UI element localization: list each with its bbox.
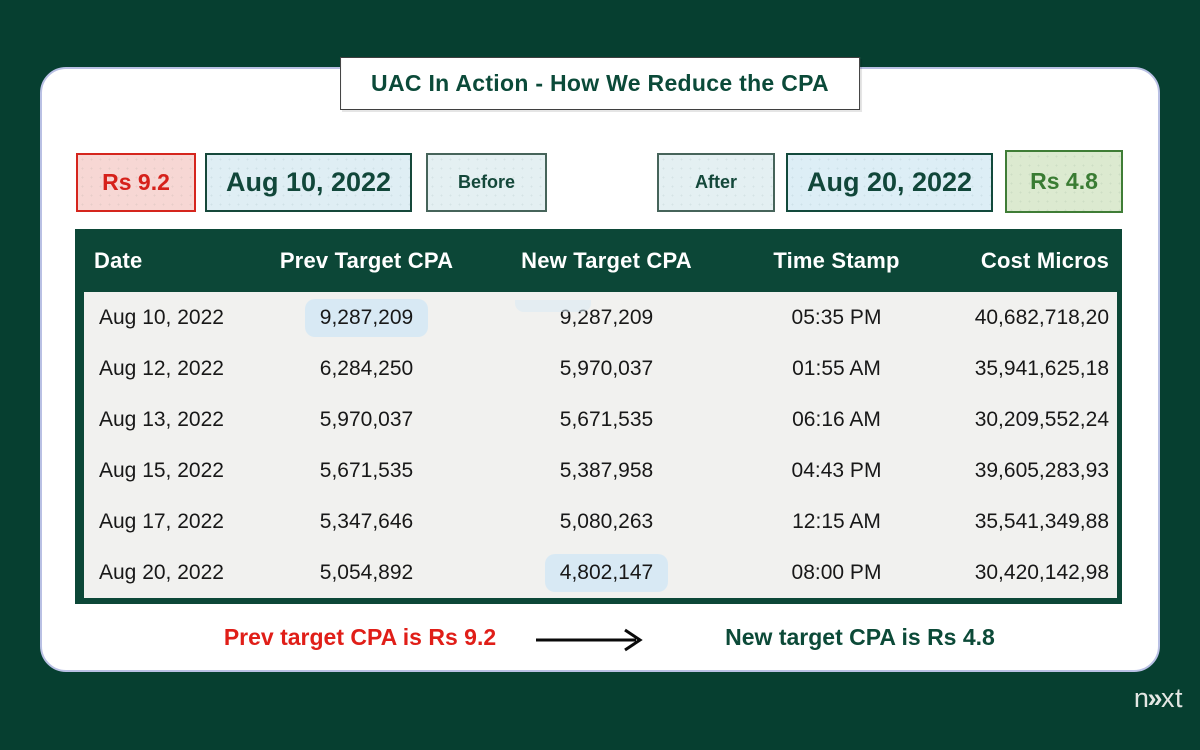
before-date-badge: Aug 10, 2022 xyxy=(205,153,412,212)
before-label-badge: Before xyxy=(426,153,547,212)
prev-cpa-annotation: Prev target CPA is Rs 9.2 xyxy=(223,624,497,650)
highlighted-value: 4,802,147 xyxy=(544,553,669,592)
cell-new-target-cpa: 5,080,263 xyxy=(559,509,654,533)
logo-text-n: n xyxy=(1133,683,1150,713)
cell-new-target-cpa: 9,287,209 xyxy=(559,305,654,329)
new-cpa-annotation: New target CPA is Rs 4.8 xyxy=(725,624,995,650)
table-row: Aug 20, 2022 5,054,892 4,802,147 08:00 P… xyxy=(84,547,1117,598)
nxt-logo: n»xt xyxy=(1134,683,1183,714)
cell-date: Aug 13, 2022 xyxy=(99,407,224,431)
cell-cost-micros: 35,541,349,88 xyxy=(974,509,1109,533)
after-date-badge: Aug 20, 2022 xyxy=(786,153,993,212)
table-header-row: Date Prev Target CPA New Target CPA Time… xyxy=(84,229,1117,292)
cell-cost-micros: 30,209,552,24 xyxy=(974,407,1109,431)
cell-prev-target-cpa: 9,287,209 xyxy=(264,298,469,337)
cell-cost-micros: 40,682,718,20 xyxy=(974,305,1109,329)
highlight-artifact xyxy=(515,300,591,312)
cell-time-stamp: 04:43 PM xyxy=(791,458,882,482)
cell-time-stamp: 06:16 AM xyxy=(792,407,881,431)
cell-new-target-cpa: 4,802,147 xyxy=(469,553,744,592)
column-header-cost-micros: Cost Micros xyxy=(980,247,1109,273)
cell-time-stamp: 08:00 PM xyxy=(791,560,882,584)
cell-time-stamp: 05:35 PM xyxy=(791,305,882,329)
new-cpa-value-badge: Rs 4.8 xyxy=(1005,150,1123,213)
highlighted-value: 9,287,209 xyxy=(304,298,429,337)
column-header-time-stamp: Time Stamp xyxy=(773,247,900,273)
logo-chevrons-icon: » xyxy=(1147,683,1163,713)
cell-new-target-cpa: 5,970,037 xyxy=(559,356,654,380)
cell-cost-micros: 39,605,283,93 xyxy=(974,458,1109,482)
arrow-right-icon xyxy=(533,627,651,658)
column-header-prev-target-cpa: Prev Target CPA xyxy=(279,247,454,273)
cell-cost-micros: 35,941,625,18 xyxy=(974,356,1109,380)
table-row: Aug 10, 2022 9,287,209 9,287,209 05:35 P… xyxy=(84,292,1117,343)
page-title: UAC In Action - How We Reduce the CPA xyxy=(340,57,860,110)
cell-time-stamp: 12:15 AM xyxy=(792,509,881,533)
table-row: Aug 12, 2022 6,284,250 5,970,037 01:55 A… xyxy=(84,343,1117,394)
cell-cost-micros: 30,420,142,98 xyxy=(974,560,1109,584)
table-row: Aug 15, 2022 5,671,535 5,387,958 04:43 P… xyxy=(84,445,1117,496)
cell-date: Aug 20, 2022 xyxy=(99,560,224,584)
cell-prev-target-cpa: 5,347,646 xyxy=(319,509,414,533)
logo-text-xt: xt xyxy=(1160,683,1183,713)
cell-new-target-cpa: 5,671,535 xyxy=(559,407,654,431)
cell-date: Aug 17, 2022 xyxy=(99,509,224,533)
table-row: Aug 17, 2022 5,347,646 5,080,263 12:15 A… xyxy=(84,496,1117,547)
after-label-badge: After xyxy=(657,153,775,212)
table-body: Aug 10, 2022 9,287,209 9,287,209 05:35 P… xyxy=(84,292,1117,598)
prev-cpa-value-badge: Rs 9.2 xyxy=(76,153,196,212)
cpa-table: Date Prev Target CPA New Target CPA Time… xyxy=(75,229,1122,604)
cell-prev-target-cpa: 5,054,892 xyxy=(319,560,414,584)
cell-date: Aug 15, 2022 xyxy=(99,458,224,482)
cell-time-stamp: 01:55 AM xyxy=(792,356,881,380)
cell-prev-target-cpa: 5,970,037 xyxy=(319,407,414,431)
cell-prev-target-cpa: 6,284,250 xyxy=(319,356,414,380)
cell-date: Aug 10, 2022 xyxy=(99,305,224,329)
cell-new-target-cpa: 5,387,958 xyxy=(559,458,654,482)
table-row: Aug 13, 2022 5,970,037 5,671,535 06:16 A… xyxy=(84,394,1117,445)
column-header-date: Date xyxy=(94,247,143,273)
column-header-new-target-cpa: New Target CPA xyxy=(521,247,692,273)
cell-date: Aug 12, 2022 xyxy=(99,356,224,380)
cell-prev-target-cpa: 5,671,535 xyxy=(319,458,414,482)
